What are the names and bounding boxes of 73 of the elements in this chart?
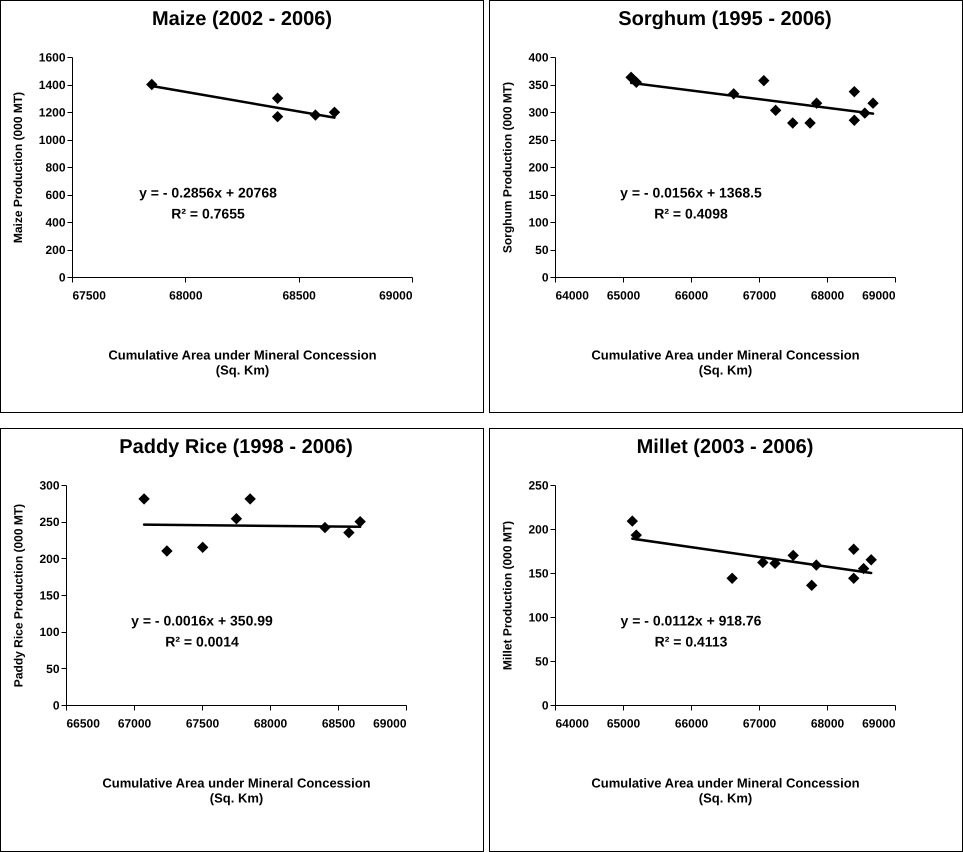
chart-title: Sorghum (1995 - 2006) [618, 8, 832, 30]
y-tick-label: 100 [528, 216, 549, 230]
y-tick-label: 250 [528, 133, 549, 147]
y-axis-title: Maize Production (000 MT) [10, 92, 25, 244]
y-tick-label: 250 [39, 515, 60, 530]
chart-title: Maize (2002 - 2006) [152, 8, 332, 30]
y-tick-label: 300 [528, 106, 549, 120]
x-tick-label: 64000 [556, 716, 590, 730]
x-tick-label: 69000 [379, 288, 413, 302]
y-tick-label: 600 [45, 188, 66, 202]
y-tick-label: 200 [528, 522, 549, 536]
y-tick-label: 50 [535, 243, 549, 257]
y-tick-label: 0 [52, 698, 60, 712]
x-tick-label: 68500 [322, 716, 356, 730]
y-tick-label: 300 [39, 478, 60, 492]
y-tick-label: 50 [46, 662, 60, 676]
y-axis-title: Paddy Rice Production (000 MT) [11, 504, 26, 688]
y-tick-label: 150 [528, 566, 549, 580]
x-tick-label: 67000 [742, 716, 777, 730]
x-tick-label: 64000 [556, 288, 590, 302]
annotation: R² = 0.0014 [165, 633, 239, 650]
annotation: y = - 0.0112x + 918.76 [620, 612, 762, 628]
x-tick-label: 65000 [606, 716, 641, 730]
y-tick-label: 800 [45, 160, 66, 174]
x-tick-label: 65000 [606, 288, 641, 302]
x-tick-label: 67000 [742, 288, 777, 302]
x-tick-label: 67500 [72, 288, 106, 302]
x-axis-title: Cumulative Area under Mineral Concession (Sq. Km) [108, 348, 377, 378]
y-tick-label: 400 [45, 216, 66, 230]
y-tick-label: 200 [528, 160, 549, 174]
x-tick-label: 68000 [810, 288, 845, 302]
y-tick-label: 100 [528, 610, 549, 624]
x-axis-title: Cumulative Area under Mineral Concession (Sq. Km) [102, 776, 371, 806]
y-tick-label: 1000 [38, 133, 66, 147]
x-tick-label: 69000 [862, 716, 896, 730]
y-axis-title: Sorghum Production (000 MT) [500, 82, 514, 254]
annotation: y = - 0.2856x + 20768 [139, 184, 278, 200]
chart-title: Paddy Rice (1998 - 2006) [119, 436, 353, 458]
y-tick-label: 350 [528, 78, 549, 92]
y-tick-label: 1200 [38, 106, 66, 120]
y-tick-label: 400 [528, 50, 549, 64]
x-tick-label: 66000 [674, 716, 709, 730]
y-tick-label: 50 [535, 654, 549, 668]
x-axis-title: Cumulative Area under Mineral Concession (Sq. Km) [591, 348, 860, 378]
y-tick-label: 0 [542, 270, 549, 284]
annotation: R² = 0.4098 [654, 205, 728, 222]
x-tick-label: 68000 [810, 716, 845, 730]
x-tick-label: 69000 [373, 716, 407, 730]
y-tick-label: 250 [528, 478, 549, 492]
y-tick-label: 150 [528, 188, 549, 202]
y-tick-label: 1400 [38, 78, 66, 92]
x-tick-label: 66000 [674, 288, 709, 302]
x-tick-label: 67000 [118, 716, 152, 730]
annotation: R² = 0.7655 [171, 205, 245, 222]
y-tick-label: 1600 [38, 50, 66, 64]
annotation: y = - 0.0016x + 350.99 [131, 612, 274, 628]
y-tick-label: 200 [45, 243, 66, 257]
x-tick-label: 67500 [186, 716, 220, 730]
x-tick-label: 66500 [66, 716, 100, 730]
x-tick-label: 68500 [282, 288, 316, 302]
x-tick-label: 69000 [862, 288, 896, 302]
y-tick-label: 0 [58, 270, 66, 284]
annotation: R² = 0.4113 [654, 633, 728, 650]
x-axis-title: Cumulative Area under Mineral Concession (Sq. Km) [591, 776, 860, 806]
chart-title: Millet (2003 - 2006) [636, 436, 814, 458]
y-tick-label: 100 [39, 625, 60, 640]
x-tick-label: 68000 [254, 716, 288, 730]
y-tick-label: 0 [542, 698, 549, 712]
annotation: y = - 0.0156x + 1368.5 [620, 184, 762, 200]
y-tick-label: 150 [39, 588, 60, 602]
y-tick-label: 200 [39, 552, 60, 566]
x-tick-label: 68000 [169, 288, 203, 302]
y-axis-title: Millet Production (000 MT) [500, 520, 514, 670]
